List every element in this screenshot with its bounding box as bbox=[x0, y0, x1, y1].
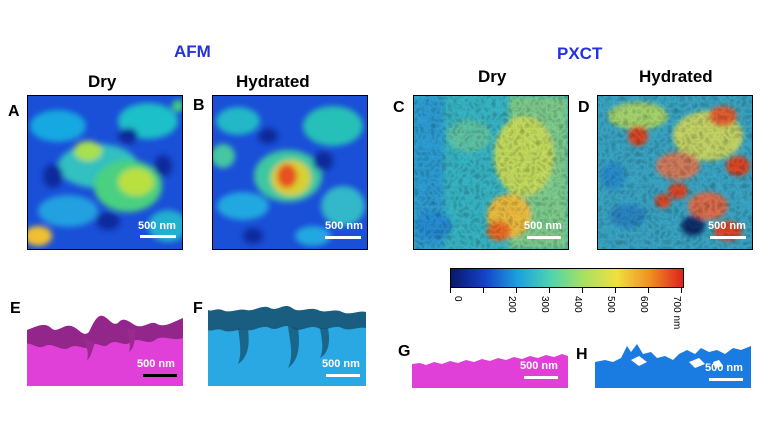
scale-label-h: 500 nm bbox=[705, 362, 743, 374]
panel-b-afm-hydrated-map: 500 nm bbox=[212, 95, 368, 250]
colorbar-tick-400: 400 bbox=[572, 296, 583, 313]
colorbar-tick-300: 300 bbox=[539, 296, 550, 313]
panel-letter-d: D bbox=[578, 99, 590, 116]
panel-a-afm-dry-map: 500 nm bbox=[27, 95, 183, 250]
pxct-dry-title: Dry bbox=[478, 67, 507, 86]
pxct-section-title: PXCT bbox=[557, 44, 603, 63]
scale-bar-c bbox=[527, 236, 561, 239]
panel-e-afm-dry-profile: 500 nm bbox=[27, 298, 183, 386]
panel-letter-g: G bbox=[398, 343, 411, 360]
scale-bar-f bbox=[326, 374, 360, 377]
colorbar-tick-0: 0 bbox=[452, 296, 463, 302]
panel-c-pxct-dry-map: 500 nm bbox=[413, 95, 569, 250]
scale-bar-h bbox=[709, 378, 743, 381]
scale-label-b: 500 nm bbox=[325, 220, 363, 232]
colorbar-ticks bbox=[450, 287, 682, 293]
panel-letter-a: A bbox=[8, 103, 20, 120]
scale-label-c: 500 nm bbox=[524, 220, 562, 232]
scale-bar-e bbox=[143, 374, 177, 377]
colorbar-tick-700: 700 nm bbox=[671, 296, 682, 330]
panel-letter-c: C bbox=[393, 99, 405, 116]
scale-label-f: 500 nm bbox=[322, 358, 360, 370]
panel-letter-f: F bbox=[193, 300, 203, 317]
scale-bar-b bbox=[325, 236, 361, 239]
colorbar-tick-200: 200 bbox=[506, 296, 517, 313]
panel-g-pxct-dry-profile: 500 nm bbox=[412, 346, 568, 388]
scale-bar-a bbox=[140, 235, 176, 238]
panel-letter-e: E bbox=[10, 300, 21, 317]
panel-letter-b: B bbox=[193, 97, 205, 114]
afm-dry-title: Dry bbox=[88, 72, 117, 91]
scale-label-e: 500 nm bbox=[137, 358, 175, 370]
pxct-hydrated-title: Hydrated bbox=[639, 67, 713, 86]
afm-hydrated-title: Hydrated bbox=[236, 72, 310, 91]
scale-label-d: 500 nm bbox=[708, 220, 746, 232]
panel-h-pxct-hydrated-profile: 500 nm bbox=[595, 340, 751, 388]
scale-label-g: 500 nm bbox=[520, 360, 558, 372]
colorbar-tick-600: 600 bbox=[638, 296, 649, 313]
colorbar-tick-500: 500 bbox=[605, 296, 616, 313]
scale-label-a: 500 nm bbox=[138, 220, 176, 232]
afm-section-title: AFM bbox=[174, 42, 211, 61]
panel-letter-h: H bbox=[576, 346, 588, 363]
panel-f-afm-hydrated-profile: 500 nm bbox=[208, 298, 366, 386]
panel-d-pxct-hydrated-map: 500 nm bbox=[597, 95, 753, 250]
height-colorbar bbox=[450, 268, 684, 288]
scale-bar-d bbox=[710, 236, 746, 239]
scale-bar-g bbox=[524, 376, 558, 379]
